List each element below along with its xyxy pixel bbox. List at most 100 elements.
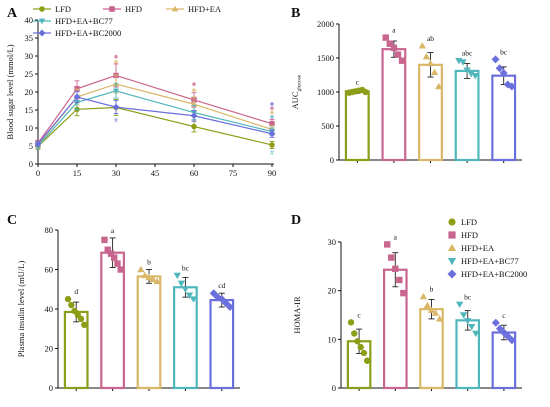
data-point-hfd: [392, 265, 399, 272]
x-tick-label: 0: [36, 168, 40, 178]
data-point-hfd-ea: [137, 265, 145, 273]
significance-letter: a: [111, 226, 115, 235]
data-point-hfd-ea-bc77: [173, 272, 181, 280]
y-axis-title: HOMA-IR: [292, 296, 302, 334]
bar-lfd: [344, 90, 370, 162]
data-point-hfd: [269, 120, 275, 127]
significance-letter: cd: [218, 281, 225, 290]
data-point-hfd-ea-bc77: [189, 296, 198, 303]
data-point-lfd: [64, 295, 72, 303]
significance-star: [270, 106, 274, 110]
legend-marker-hfd: [109, 6, 115, 12]
bar-hfd-ea-bc2000: [209, 299, 235, 390]
data-point-hfd-ea: [419, 292, 428, 300]
y-tick-label: 0: [29, 159, 33, 169]
data-point-hfd-ea: [426, 59, 435, 67]
data-point-lfd: [362, 88, 369, 96]
significance-letter: c: [502, 311, 506, 320]
y-axis-title-main: AUC: [290, 91, 300, 109]
data-point-lfd: [347, 319, 355, 326]
y-tick-label: 20: [45, 344, 54, 354]
data-point-hfd: [398, 57, 406, 64]
y-tick-label: 0: [330, 155, 334, 165]
data-point-lfd: [68, 301, 75, 309]
legend-label-hfd: HFD: [125, 4, 142, 14]
data-point-hfd-ea-bc2000: [190, 112, 198, 120]
significance-star: [114, 54, 118, 59]
y-tick-label: 2000: [317, 19, 334, 29]
x-tick-label: 60: [190, 168, 199, 178]
data-point-hfd-ea: [145, 273, 153, 281]
significance-letter: b: [430, 285, 434, 294]
data-point-hfd: [101, 236, 108, 244]
legend-label-hfd: HFD: [461, 230, 478, 240]
legend-marker-hfd-ea-bc77: [447, 257, 457, 266]
data-point-hfd-ea-bc2000: [73, 93, 81, 101]
data-point-hfd: [104, 246, 111, 253]
x-tick-label: 75: [229, 168, 238, 178]
legend-label-lfd: LFD: [55, 4, 71, 14]
significance-letter: a: [394, 232, 398, 241]
significance-letter: c: [356, 77, 360, 86]
y-tick-label: 60: [45, 265, 54, 275]
y-tick-label: 25: [25, 69, 34, 79]
y-tick-label: 15: [25, 105, 34, 115]
data-point-hfd-ea-bc77: [468, 323, 476, 331]
y-axis-title: Blood sugar level (mmol/L): [5, 44, 15, 139]
data-point-hfd-ea-bc77: [185, 292, 194, 299]
data-point-hfd-ea: [430, 68, 439, 75]
series-line-hfd: [37, 74, 273, 144]
legend-label-hfd-ea: HFD+EA: [461, 243, 495, 253]
bar-hfd-ea: [418, 63, 443, 162]
y-tick-label: 30: [328, 237, 337, 247]
y-tick-label: 0: [332, 383, 336, 393]
data-point-hfd: [386, 40, 394, 47]
data-point-lfd: [77, 315, 85, 323]
data-point-hfd-ea: [418, 42, 427, 49]
data-point-hfd: [388, 254, 395, 261]
bar-hfd-ea-bc77: [454, 69, 480, 162]
data-point-hfd: [114, 260, 121, 267]
significance-letter: abc: [462, 49, 473, 58]
legend-marker-hfd-ea-bc2000: [447, 269, 457, 279]
legend-marker-hfd-ea-bc2000: [38, 29, 46, 37]
data-point-hfd-ea-bc2000: [209, 289, 218, 298]
significance-star: [270, 102, 274, 106]
legend-marker-hfd-ea: [447, 243, 457, 252]
data-point-hfd-ea: [427, 306, 436, 313]
significance-star: [192, 82, 196, 86]
data-point-hfd-ea: [153, 277, 161, 285]
data-point-lfd: [360, 349, 368, 357]
y-tick-label: 35: [25, 33, 34, 43]
legend-label-hfd-ea-bc2000: HFD+EA+BC2000: [461, 269, 527, 279]
panel-d: D 0 10 20 30 HOMA-IR c a b bc c LFD HFD HFD+EA HFD+EA+…: [291, 213, 527, 393]
data-point-hfd-ea-bc2000: [507, 82, 516, 91]
data-point-hfd-ea-bc2000: [491, 318, 500, 327]
significance-star: [270, 110, 274, 115]
y-tick-label: 20: [25, 87, 34, 97]
legend-marker-hfd-ea-bc77: [38, 18, 46, 25]
legend-marker-hfd: [448, 231, 456, 239]
data-point-hfd-ea-bc77: [177, 280, 186, 288]
significance-letter: b: [147, 258, 151, 267]
bar-hfd: [382, 268, 408, 390]
y-axis-title: AUCglucose: [290, 74, 303, 109]
data-point-hfd-ea-bc2000: [507, 336, 516, 345]
data-point-hfd-ea-bc77: [459, 59, 467, 66]
data-point-lfd: [363, 357, 371, 364]
significance-star: [270, 115, 274, 119]
data-point-hfd-ea-bc77: [464, 318, 472, 325]
legend-label-hfd-ea: HFD+EA: [188, 4, 222, 14]
y-tick-label: 500: [321, 121, 334, 131]
data-point-hfd: [111, 254, 118, 261]
data-point-hfd-ea-bc77: [459, 312, 468, 319]
x-tick-label: 30: [112, 168, 121, 178]
data-point-hfd-ea: [141, 271, 149, 279]
significance-letter: bc: [500, 47, 508, 56]
data-point-hfd-ea-bc2000: [34, 140, 42, 148]
data-point-hfd-ea: [422, 52, 431, 60]
data-point-hfd-ea-bc77: [472, 330, 480, 338]
y-tick-label: 40: [45, 304, 54, 314]
data-point-hfd-ea-bc77: [471, 72, 479, 80]
